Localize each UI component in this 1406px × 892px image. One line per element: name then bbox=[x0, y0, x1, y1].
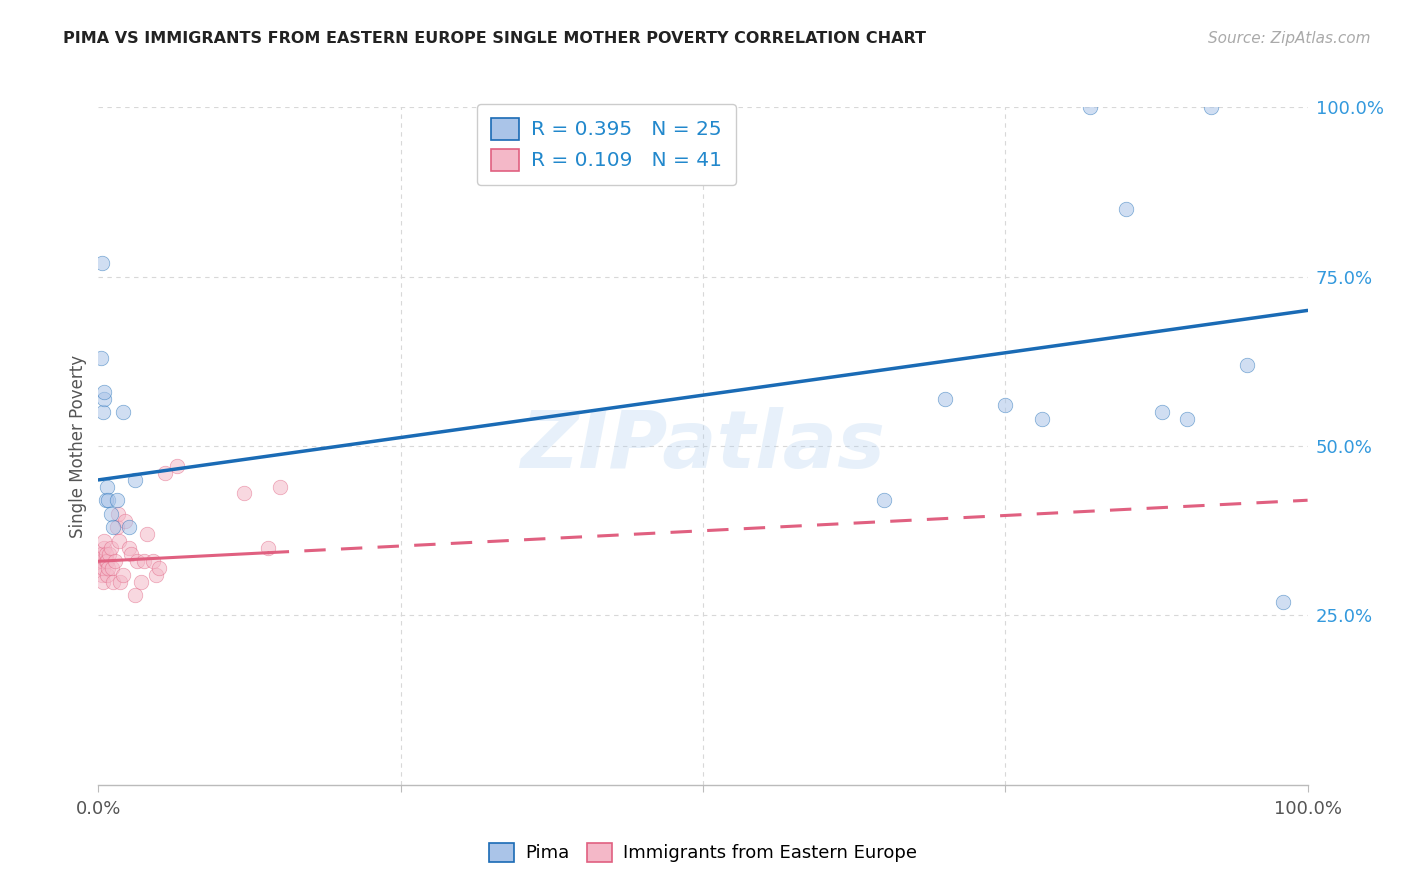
Point bbox=[90, 561, 112, 575]
Point bbox=[994, 398, 1017, 412]
Point bbox=[153, 466, 176, 480]
Point bbox=[91, 548, 114, 562]
Point bbox=[90, 548, 112, 562]
Point bbox=[93, 533, 115, 548]
Point bbox=[91, 554, 114, 568]
Point bbox=[101, 520, 124, 534]
Point bbox=[98, 548, 121, 562]
Point bbox=[269, 480, 291, 494]
Point bbox=[232, 486, 254, 500]
Point bbox=[934, 392, 956, 406]
Point bbox=[256, 541, 278, 555]
Point bbox=[100, 561, 122, 575]
Point bbox=[97, 493, 120, 508]
Point bbox=[94, 548, 117, 562]
Point bbox=[134, 554, 156, 568]
Point bbox=[91, 561, 114, 575]
Point bbox=[91, 574, 114, 589]
Point bbox=[1236, 358, 1258, 372]
Point bbox=[91, 405, 114, 419]
Point bbox=[127, 554, 149, 568]
Legend: Pima, Immigrants from Eastern Europe: Pima, Immigrants from Eastern Europe bbox=[481, 836, 925, 870]
Point bbox=[124, 473, 146, 487]
Text: PIMA VS IMMIGRANTS FROM EASTERN EUROPE SINGLE MOTHER POVERTY CORRELATION CHART: PIMA VS IMMIGRANTS FROM EASTERN EUROPE S… bbox=[63, 31, 927, 46]
Text: Source: ZipAtlas.com: Source: ZipAtlas.com bbox=[1208, 31, 1371, 46]
Point bbox=[100, 541, 122, 555]
Point bbox=[100, 507, 122, 521]
Point bbox=[1078, 100, 1101, 114]
Y-axis label: Single Mother Poverty: Single Mother Poverty bbox=[69, 354, 87, 538]
Point bbox=[104, 554, 127, 568]
Point bbox=[148, 561, 170, 575]
Point bbox=[124, 588, 146, 602]
Point bbox=[1175, 412, 1198, 426]
Point bbox=[94, 554, 117, 568]
Point bbox=[89, 554, 111, 568]
Legend: R = 0.395   N = 25, R = 0.109   N = 41: R = 0.395 N = 25, R = 0.109 N = 41 bbox=[477, 103, 735, 185]
Point bbox=[107, 507, 129, 521]
Point bbox=[120, 548, 142, 562]
Point bbox=[97, 561, 120, 575]
Point bbox=[101, 574, 124, 589]
Point bbox=[93, 384, 115, 399]
Point bbox=[96, 567, 118, 582]
Point bbox=[96, 480, 118, 494]
Point bbox=[93, 541, 115, 555]
Point bbox=[114, 514, 136, 528]
Point bbox=[1272, 595, 1295, 609]
Point bbox=[118, 520, 141, 534]
Point bbox=[108, 533, 131, 548]
Point bbox=[91, 256, 114, 270]
Point bbox=[118, 541, 141, 555]
Point bbox=[1199, 100, 1222, 114]
Point bbox=[135, 527, 157, 541]
Point bbox=[108, 574, 131, 589]
Point bbox=[96, 554, 118, 568]
Point bbox=[1115, 202, 1137, 216]
Point bbox=[111, 405, 134, 419]
Point bbox=[129, 574, 152, 589]
Point bbox=[145, 567, 167, 582]
Point bbox=[1031, 412, 1053, 426]
Point bbox=[105, 493, 128, 508]
Point bbox=[1152, 405, 1174, 419]
Point bbox=[93, 392, 115, 406]
Point bbox=[142, 554, 165, 568]
Point bbox=[111, 567, 134, 582]
Point bbox=[166, 459, 188, 474]
Point bbox=[105, 520, 128, 534]
Point bbox=[94, 493, 117, 508]
Point bbox=[873, 493, 896, 508]
Text: ZIPatlas: ZIPatlas bbox=[520, 407, 886, 485]
Point bbox=[91, 567, 114, 582]
Point bbox=[90, 351, 112, 365]
